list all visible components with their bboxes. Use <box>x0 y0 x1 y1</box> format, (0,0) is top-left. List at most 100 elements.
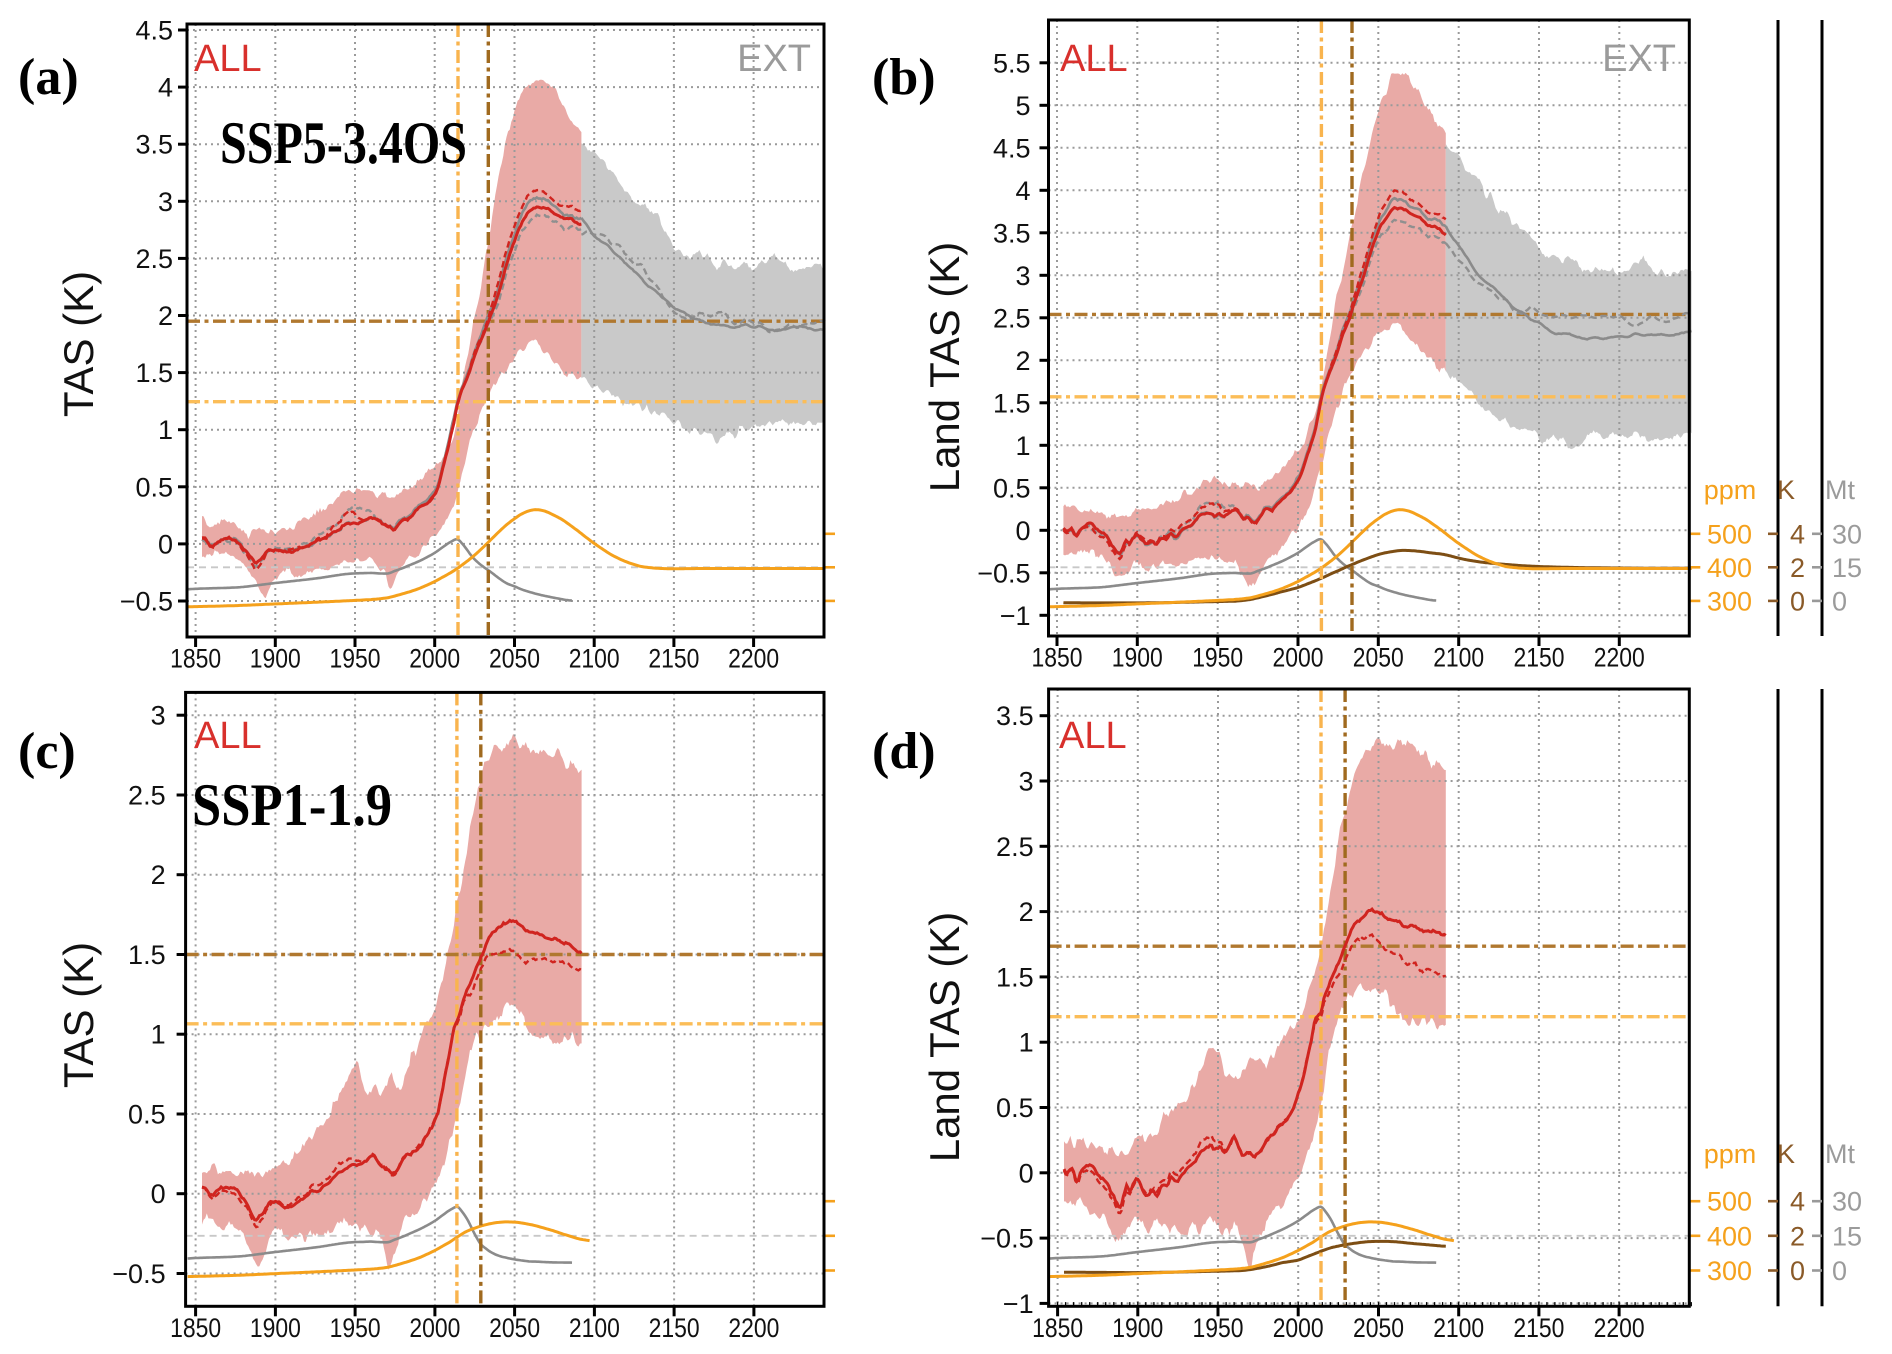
svg-text:4: 4 <box>1015 176 1030 206</box>
svg-text:0.5: 0.5 <box>128 1100 166 1130</box>
svg-text:2.5: 2.5 <box>996 832 1034 862</box>
svg-text:2: 2 <box>1019 897 1034 927</box>
svg-text:0: 0 <box>1832 1256 1847 1286</box>
svg-text:ppm: ppm <box>1704 1139 1757 1169</box>
svg-text:2000: 2000 <box>409 644 460 674</box>
svg-text:(a): (a) <box>18 49 79 106</box>
svg-text:1900: 1900 <box>250 1313 301 1343</box>
svg-text:500: 500 <box>1707 1187 1752 1217</box>
svg-text:2.5: 2.5 <box>993 303 1031 333</box>
svg-text:−0.5: −0.5 <box>977 558 1030 588</box>
svg-text:0: 0 <box>151 1179 166 1209</box>
svg-text:2: 2 <box>1790 1221 1805 1251</box>
svg-text:400: 400 <box>1707 1221 1752 1251</box>
svg-text:3.5: 3.5 <box>135 130 173 160</box>
svg-text:4.5: 4.5 <box>135 16 173 46</box>
svg-text:15: 15 <box>1832 553 1862 583</box>
svg-text:1.5: 1.5 <box>993 388 1031 418</box>
svg-text:0: 0 <box>158 529 173 559</box>
svg-text:5: 5 <box>1015 91 1030 121</box>
svg-text:1850: 1850 <box>170 1313 221 1343</box>
svg-text:2: 2 <box>1015 346 1030 376</box>
svg-text:−0.5: −0.5 <box>980 1224 1033 1254</box>
svg-text:EXT: EXT <box>1602 38 1676 80</box>
svg-text:TAS (K): TAS (K) <box>55 942 102 1088</box>
svg-text:1950: 1950 <box>330 1313 381 1343</box>
svg-text:1950: 1950 <box>1193 1313 1244 1343</box>
svg-text:Land TAS (K): Land TAS (K) <box>921 242 968 493</box>
svg-text:1900: 1900 <box>250 644 301 674</box>
svg-text:(b): (b) <box>872 49 936 106</box>
svg-text:ALL: ALL <box>1059 715 1127 757</box>
svg-text:2150: 2150 <box>649 1313 700 1343</box>
svg-text:2200: 2200 <box>1594 1313 1645 1343</box>
svg-text:3: 3 <box>151 701 166 731</box>
svg-text:2200: 2200 <box>1594 643 1645 673</box>
svg-text:Land TAS (K): Land TAS (K) <box>921 912 968 1163</box>
svg-text:2150: 2150 <box>648 644 699 674</box>
svg-text:2000: 2000 <box>1273 1313 1324 1343</box>
svg-text:30: 30 <box>1832 1187 1862 1217</box>
svg-text:2150: 2150 <box>1514 643 1565 673</box>
svg-text:2100: 2100 <box>569 1313 620 1343</box>
svg-text:4.5: 4.5 <box>993 133 1031 163</box>
svg-text:2: 2 <box>158 301 173 331</box>
svg-text:15: 15 <box>1832 1221 1862 1251</box>
svg-text:300: 300 <box>1707 1256 1752 1286</box>
svg-text:(c): (c) <box>18 723 76 780</box>
svg-text:3: 3 <box>158 187 173 217</box>
svg-text:2.5: 2.5 <box>128 781 166 811</box>
svg-text:1: 1 <box>158 415 173 445</box>
svg-text:Mt: Mt <box>1825 1139 1855 1169</box>
svg-text:2050: 2050 <box>1353 1313 1404 1343</box>
svg-text:2050: 2050 <box>1353 643 1404 673</box>
svg-text:SSP5-3.4OS: SSP5-3.4OS <box>220 110 467 176</box>
svg-text:ALL: ALL <box>194 38 262 80</box>
svg-text:1900: 1900 <box>1112 1313 1163 1343</box>
svg-text:5.5: 5.5 <box>993 48 1031 78</box>
svg-text:1950: 1950 <box>330 644 381 674</box>
svg-text:30: 30 <box>1832 519 1862 549</box>
svg-text:SSP1-1.9: SSP1-1.9 <box>192 772 392 838</box>
svg-text:ppm: ppm <box>1704 475 1757 505</box>
svg-text:2100: 2100 <box>1433 643 1484 673</box>
svg-text:1: 1 <box>151 1020 166 1050</box>
svg-text:2050: 2050 <box>489 644 540 674</box>
svg-text:3.5: 3.5 <box>996 701 1034 731</box>
svg-text:1: 1 <box>1015 431 1030 461</box>
svg-text:1950: 1950 <box>1192 643 1243 673</box>
svg-text:0: 0 <box>1015 516 1030 546</box>
svg-text:1.5: 1.5 <box>128 940 166 970</box>
svg-text:K: K <box>1777 475 1795 505</box>
svg-text:1850: 1850 <box>1032 643 1083 673</box>
svg-text:1900: 1900 <box>1112 643 1163 673</box>
svg-text:2100: 2100 <box>1433 1313 1484 1343</box>
svg-text:2: 2 <box>1790 553 1805 583</box>
svg-text:3.5: 3.5 <box>993 218 1031 248</box>
svg-text:0.5: 0.5 <box>996 1093 1034 1123</box>
svg-text:2150: 2150 <box>1513 1313 1564 1343</box>
svg-text:Mt: Mt <box>1825 475 1855 505</box>
svg-text:4: 4 <box>1790 519 1805 549</box>
svg-text:−1: −1 <box>1000 601 1031 631</box>
svg-text:(d): (d) <box>872 723 936 780</box>
svg-text:−0.5: −0.5 <box>112 1259 165 1289</box>
svg-text:0: 0 <box>1790 1256 1805 1286</box>
svg-text:4: 4 <box>158 73 173 103</box>
svg-text:0.5: 0.5 <box>993 473 1031 503</box>
svg-text:0: 0 <box>1019 1158 1034 1188</box>
svg-text:500: 500 <box>1707 519 1752 549</box>
svg-text:EXT: EXT <box>737 38 811 80</box>
svg-text:−0.5: −0.5 <box>120 587 173 617</box>
svg-text:2: 2 <box>151 860 166 890</box>
svg-text:2050: 2050 <box>489 1313 540 1343</box>
svg-text:1.5: 1.5 <box>996 962 1034 992</box>
svg-text:0: 0 <box>1790 586 1805 616</box>
svg-text:1850: 1850 <box>1032 1313 1083 1343</box>
svg-text:0.5: 0.5 <box>135 472 173 502</box>
svg-text:2.5: 2.5 <box>135 244 173 274</box>
svg-text:2000: 2000 <box>1273 643 1324 673</box>
svg-text:K: K <box>1777 1139 1795 1169</box>
svg-text:3: 3 <box>1019 767 1034 797</box>
svg-text:1.5: 1.5 <box>135 358 173 388</box>
